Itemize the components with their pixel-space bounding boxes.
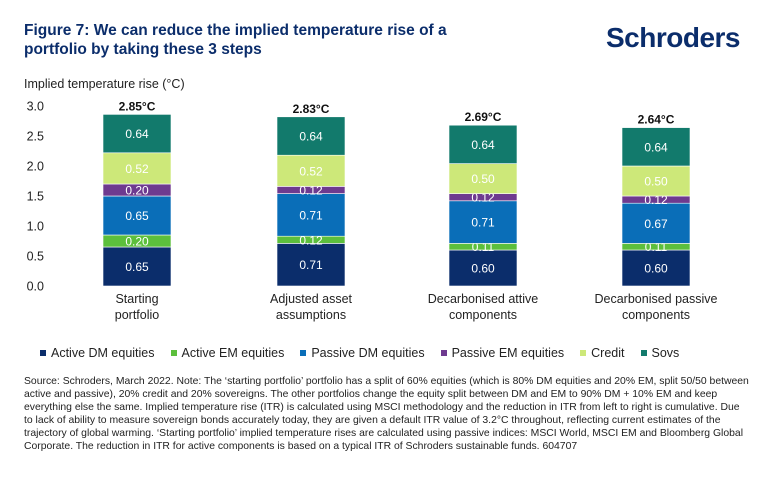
bar-value-label: 0.12 <box>299 233 323 247</box>
bar-value-label: 0.60 <box>644 262 668 276</box>
legend-label: Passive DM equities <box>311 346 425 360</box>
y-tick-label: 0.5 <box>27 250 44 264</box>
bar-value-label: 0.12 <box>471 191 495 205</box>
legend-swatch <box>300 350 307 356</box>
bar-value-label: 0.50 <box>471 172 495 186</box>
bar-value-label: 0.50 <box>644 175 668 189</box>
bar-total-label: 2.64°C <box>638 113 675 127</box>
legend-label: Passive EM equities <box>451 346 565 360</box>
bar-total-label: 2.85°C <box>119 99 156 113</box>
x-category-label: assumptions <box>276 308 346 322</box>
bar-segment-credit <box>102 152 172 185</box>
x-category-label: Decarbonised passive <box>595 292 718 306</box>
bar-value-label: 0.71 <box>299 208 323 222</box>
bar-segment-passive-dm <box>276 193 346 237</box>
legend-swatch <box>440 350 447 356</box>
legend-swatch <box>40 350 46 356</box>
bar-total-label: 2.83°C <box>293 102 330 116</box>
bar-value-label: 0.65 <box>125 260 149 274</box>
bar-segment-sovs <box>102 114 172 154</box>
legend-item-active-em: Active EM equities <box>170 346 285 360</box>
x-category-label: components <box>449 308 517 322</box>
bar-value-label: 0.20 <box>125 184 149 198</box>
bar-segment-passive-dm <box>102 195 172 236</box>
bar-segment-sovs <box>621 127 691 167</box>
bar-value-label: 0.52 <box>125 162 149 176</box>
legend-label: Active DM equities <box>51 346 155 360</box>
chart-title: Figure 7: We can reduce the implied temp… <box>24 22 447 58</box>
legend-item-sovs: Sovs <box>640 346 680 360</box>
x-category-label: Starting <box>115 292 158 306</box>
bar-segment-active-dm <box>102 246 172 287</box>
legend-item-passive-dm: Passive DM equities <box>300 346 425 360</box>
legend-swatch <box>580 350 587 356</box>
y-tick-label: 3.0 <box>27 100 44 114</box>
bar-segment-passive-dm <box>448 200 518 244</box>
bar-segment-active-dm <box>448 249 518 287</box>
bar-segment-passive-dm <box>621 202 691 244</box>
y-tick-label: 1.0 <box>27 220 44 234</box>
legend-swatch <box>170 350 177 356</box>
bar-segment-active-dm <box>621 249 691 287</box>
legend-label: Active EM equities <box>181 346 285 360</box>
legend-label: Sovs <box>651 346 680 360</box>
bar-segment-credit <box>621 165 691 197</box>
legend-item-credit: Credit <box>580 346 625 360</box>
bar-total-label: 2.69°C <box>465 110 502 124</box>
bar-value-label: 0.64 <box>125 127 149 141</box>
legend-swatch <box>640 350 647 356</box>
stacked-bar-chart: 0.0 0.5 1.0 1.5 2.0 2.5 3.0 0.65 0.20 0.65 0.20 0.5… <box>27 99 718 322</box>
y-axis-label: Implied temperature rise (°C) <box>24 77 185 91</box>
x-category-label: Decarbonised attive <box>428 292 539 306</box>
y-tick-label: 1.5 <box>27 190 44 204</box>
legend-item-passive-em: Passive EM equities <box>440 346 565 360</box>
bar-value-label: 0.12 <box>644 193 668 207</box>
legend-label: Credit <box>591 346 625 360</box>
x-category-label: Adjusted asset <box>270 292 353 306</box>
bar-segment-sovs <box>276 116 346 156</box>
bar-value-label: 0.64 <box>471 138 495 152</box>
y-tick-label: 2.5 <box>27 130 44 144</box>
x-category-label: components <box>622 308 690 322</box>
legend-item-active-dm: Active DM equities <box>40 346 155 360</box>
bar-value-label: 0.67 <box>644 217 668 231</box>
schroders-logo: Schroders <box>606 22 741 53</box>
bar-value-label: 0.60 <box>471 262 495 276</box>
bar-value-label: 0.71 <box>299 258 323 272</box>
chart-legend: Active DM equities Active EM equities Pass… <box>40 346 760 360</box>
bar-value-label: 0.20 <box>125 235 149 249</box>
y-tick-label: 2.0 <box>27 160 44 174</box>
bar-value-label: 0.64 <box>299 130 323 144</box>
y-tick-label: 0.0 <box>27 280 44 294</box>
bar-value-label: 0.65 <box>125 209 149 223</box>
bar-segment-sovs <box>448 124 518 164</box>
bar-segment-active-dm <box>276 243 346 287</box>
source-note: Source: Schroders, March 2022. Note: The… <box>24 376 749 452</box>
bar-value-label: 0.71 <box>471 216 495 230</box>
x-category-label: portfolio <box>115 308 160 322</box>
bar-value-label: 0.64 <box>644 140 668 154</box>
bar-value-label: 0.52 <box>299 164 323 178</box>
bar-value-label: 0.12 <box>299 184 323 198</box>
